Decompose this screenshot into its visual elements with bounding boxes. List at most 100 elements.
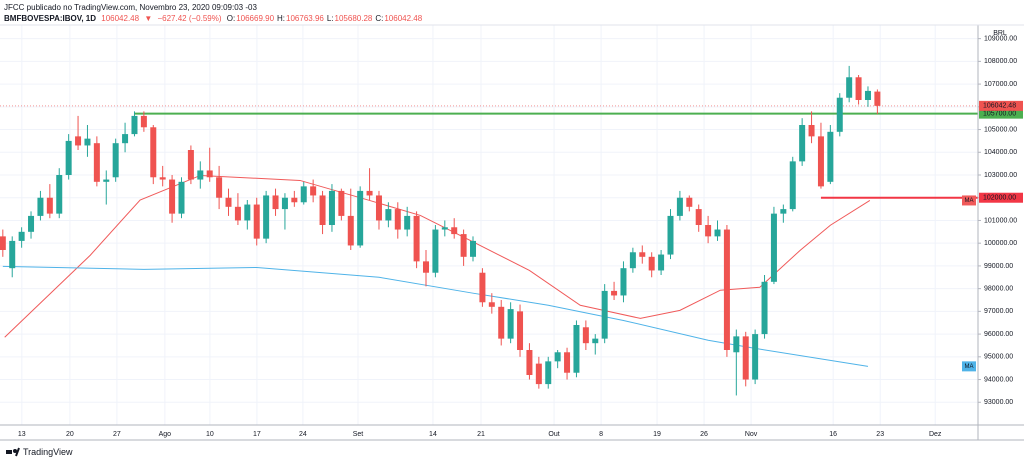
candle-body xyxy=(601,290,608,339)
candle-body xyxy=(526,350,533,375)
x-tick-label: 19 xyxy=(653,431,661,438)
y-tick-label: 98000.00 xyxy=(984,285,1013,292)
candle-body xyxy=(592,338,599,344)
ohlc-value: 105680.28 xyxy=(334,14,373,23)
y-tick-label: 100000.00 xyxy=(984,240,1017,247)
candle-body xyxy=(611,290,618,296)
x-tick-label: 17 xyxy=(253,431,261,438)
x-tick-label: 14 xyxy=(429,431,437,438)
candle-body xyxy=(752,334,759,380)
candle-body xyxy=(761,281,768,335)
candle-body xyxy=(225,197,232,207)
candle-body xyxy=(37,197,44,216)
brand: TradingView xyxy=(23,447,73,457)
candle-body xyxy=(150,127,157,178)
ohlc-label: O: xyxy=(226,14,236,23)
candle-body xyxy=(75,136,82,146)
change: −627.42 (−0.59%) xyxy=(157,14,222,23)
candle-body xyxy=(103,179,110,182)
candle-body xyxy=(319,195,326,225)
candle-body xyxy=(517,311,524,350)
candle-body xyxy=(338,190,345,216)
candle-body xyxy=(56,175,63,214)
candle-body xyxy=(498,306,505,339)
candle-body xyxy=(817,136,824,187)
moving-average xyxy=(2,265,869,367)
candle-body xyxy=(714,229,721,237)
candle-body xyxy=(545,361,552,385)
ma-tag-label: MA xyxy=(965,198,974,204)
candle-body xyxy=(84,138,91,146)
candle-body xyxy=(733,336,740,353)
candle-body xyxy=(216,177,223,198)
candle-body xyxy=(422,261,429,273)
y-tick-label: 99000.00 xyxy=(984,263,1013,270)
price-tag xyxy=(979,192,1023,203)
x-tick-label: 23 xyxy=(876,431,884,438)
y-tick-label: 101000.00 xyxy=(984,217,1017,224)
candle-body xyxy=(470,240,477,257)
y-tick-label: 93000.00 xyxy=(984,399,1013,406)
x-tick-label: Dez xyxy=(929,431,942,438)
candle-body xyxy=(272,195,279,210)
candle-body xyxy=(187,150,194,180)
x-tick-label: Ago xyxy=(159,431,172,438)
ohlc-label: L: xyxy=(326,14,334,23)
header: JFCC publicado no TradingView.com, Novem… xyxy=(4,2,428,24)
candle-body xyxy=(507,309,514,339)
x-tick-label: 26 xyxy=(700,431,708,438)
publisher: JFCC publicado no TradingView.com, Novem… xyxy=(4,3,257,12)
candle-body xyxy=(488,302,495,307)
price-tag-label: 105700.00 xyxy=(983,110,1016,117)
ohlc-label: H: xyxy=(277,14,286,23)
ohlc-value: 106042.48 xyxy=(384,14,423,23)
candle-body xyxy=(197,170,204,180)
candle-body xyxy=(9,240,16,269)
candle-body xyxy=(0,236,6,250)
candle-body xyxy=(479,272,486,303)
candle-body xyxy=(244,204,251,221)
candle-body xyxy=(234,206,241,221)
x-tick-label: 27 xyxy=(113,431,121,438)
candle-body xyxy=(46,197,53,214)
candle-body xyxy=(742,336,749,380)
candle-body xyxy=(281,197,288,210)
candle-body xyxy=(375,195,382,221)
candle-body xyxy=(206,170,213,178)
y-tick-label: 96000.00 xyxy=(984,331,1013,338)
y-tick-label: 97000.00 xyxy=(984,308,1013,315)
last-price: 106042.48 xyxy=(101,14,140,23)
candle-body xyxy=(573,325,580,373)
candle-body xyxy=(413,215,420,262)
candle-body xyxy=(808,125,815,137)
candle-body xyxy=(620,268,627,296)
x-tick-label: 13 xyxy=(18,431,26,438)
candle-body xyxy=(347,215,354,246)
candle-body xyxy=(564,352,571,373)
x-tick-label: Set xyxy=(353,431,364,438)
candle-body xyxy=(140,115,147,128)
candle-body xyxy=(676,197,683,216)
price-tag-label: 102000.00 xyxy=(983,195,1016,202)
candle-body xyxy=(723,229,730,350)
candle-body xyxy=(385,209,392,221)
candle-body xyxy=(695,209,702,225)
candle-body xyxy=(789,161,796,210)
candle-body xyxy=(658,254,665,271)
candle-body xyxy=(122,134,129,144)
y-tick-label: 94000.00 xyxy=(984,376,1013,383)
candle-body xyxy=(827,131,834,182)
y-tick-label: 105000.00 xyxy=(984,126,1017,133)
candle-body xyxy=(169,179,176,214)
candle-body xyxy=(357,190,364,246)
price-tag-label: 106042.48 xyxy=(983,103,1016,110)
candle-body xyxy=(770,213,777,282)
candle-body xyxy=(629,252,636,269)
y-tick-label: 104000.00 xyxy=(984,149,1017,156)
x-tick-label: Nov xyxy=(745,431,758,438)
candle-body xyxy=(28,215,35,232)
candle-body xyxy=(432,229,439,273)
candle-body xyxy=(582,327,589,344)
candle-body xyxy=(18,231,25,241)
